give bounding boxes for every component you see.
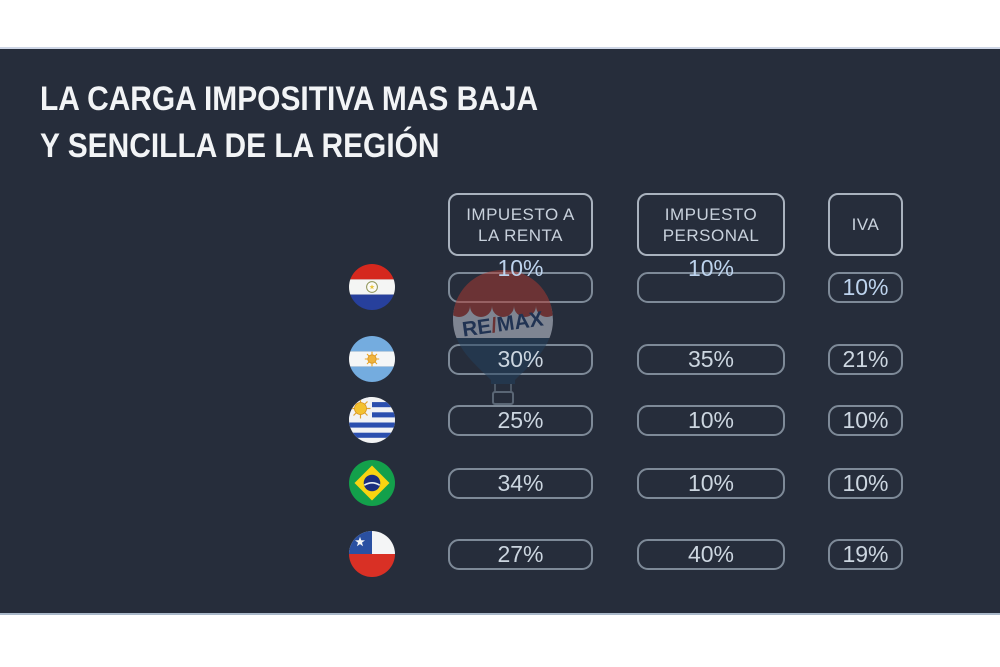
value-label: 27% bbox=[497, 541, 544, 567]
value-cell: 30% bbox=[448, 344, 593, 375]
value-label: 10% bbox=[842, 407, 889, 433]
value-cell: 10% bbox=[828, 272, 903, 303]
header-line: IMPUESTO bbox=[664, 204, 758, 224]
value-label: 10% bbox=[687, 407, 735, 433]
value-label: 19% bbox=[842, 541, 889, 567]
value-cell: 19% bbox=[828, 539, 903, 570]
header-line: LA RENTA bbox=[478, 225, 563, 245]
brazil-flag-icon bbox=[349, 460, 395, 506]
column-header-iva: IVA bbox=[828, 193, 903, 256]
table-row-paraguay: 10% 10% 10% bbox=[0, 255, 1000, 310]
value-label: 10% bbox=[842, 470, 889, 496]
value-cell: 10% bbox=[637, 255, 785, 303]
value-label: 35% bbox=[687, 346, 735, 372]
value-cell: 34% bbox=[448, 468, 593, 499]
value-cell: 40% bbox=[637, 539, 785, 570]
value-label: 40% bbox=[687, 541, 735, 567]
value-label: 34% bbox=[497, 470, 544, 496]
header-line: PERSONAL bbox=[662, 225, 760, 245]
argentina-flag-icon bbox=[349, 336, 395, 382]
value-label: 30% bbox=[497, 346, 544, 372]
table-row-uruguay: 25% 10% 10% bbox=[0, 397, 1000, 443]
value-cell: 25% bbox=[448, 405, 593, 436]
value-label: 10% bbox=[687, 470, 735, 496]
value-label: 10% bbox=[497, 255, 544, 281]
header-line: IMPUESTO A bbox=[466, 204, 575, 224]
value-label: 25% bbox=[497, 407, 544, 433]
chile-flag-icon bbox=[349, 531, 395, 577]
paraguay-flag-icon bbox=[349, 264, 395, 310]
table-row-chile: 27% 40% 19% bbox=[0, 531, 1000, 577]
value-cell: 35% bbox=[637, 344, 785, 375]
value-cell: 10% bbox=[637, 468, 785, 499]
value-cell: 10% bbox=[448, 255, 593, 303]
table-row-brazil: 34% 10% 10% bbox=[0, 460, 1000, 506]
column-header-impuesto-personal: IMPUESTO PERSONAL bbox=[637, 193, 785, 256]
table-row-argentina: 30% 35% 21% bbox=[0, 336, 1000, 382]
value-cell: 10% bbox=[637, 405, 785, 436]
uruguay-flag-icon bbox=[349, 397, 395, 443]
slide-title: LA CARGA IMPOSITIVA MAS BAJA Y SENCILLA … bbox=[40, 76, 538, 170]
value-label: 21% bbox=[842, 346, 889, 372]
value-cell: 27% bbox=[448, 539, 593, 570]
title-line-1: LA CARGA IMPOSITIVA MAS BAJA bbox=[40, 80, 539, 118]
header-line: IVA bbox=[851, 215, 880, 234]
column-header-impuesto-renta: IMPUESTO A LA RENTA bbox=[448, 193, 593, 256]
title-line-2: Y SENCILLA DE LA REGIÓN bbox=[40, 127, 440, 165]
value-cell: 10% bbox=[828, 468, 903, 499]
value-cell: 10% bbox=[828, 405, 903, 436]
value-cell: 21% bbox=[828, 344, 903, 375]
value-label: 10% bbox=[842, 274, 889, 300]
value-label: 10% bbox=[687, 255, 735, 281]
